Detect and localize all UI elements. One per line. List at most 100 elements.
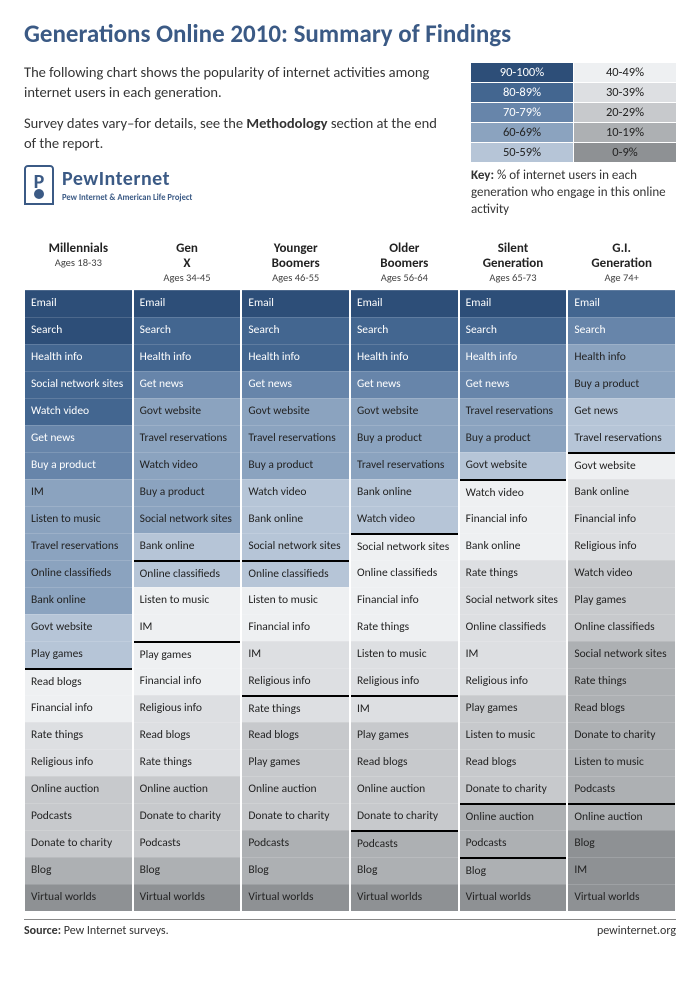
heatmap-cell: Travel reservations [460,398,567,425]
heatmap-cell: Email [25,290,132,317]
heatmap-cell: Buy a product [568,371,675,398]
heatmap-cell: Travel reservations [134,425,241,452]
heatmap-cell: Travel reservations [25,533,132,560]
heatmap-cell: Social network sites [134,506,241,533]
heatmap-cell: Listen to music [351,641,458,668]
heatmap-cell: Social network sites [460,587,567,614]
legend-cell: 70-79% [471,103,573,122]
column-header: OlderBoomersAges 56-64 [350,237,459,290]
column-header: MillennialsAges 18-33 [24,237,133,290]
heatmap-cell: Health info [351,344,458,371]
heatmap-cell: Watch video [568,560,675,587]
heatmap-cell: Financial info [351,587,458,614]
legend-cell: 0-9% [574,143,676,162]
heatmap-cell: Online classifieds [25,560,132,587]
legend-cell: 90-100% [471,63,573,82]
heatmap-cell: Blog [25,857,132,884]
heatmap-cell: Travel reservations [568,425,675,452]
heatmap-cell: Buy a product [134,479,241,506]
heatmap-cell: Bank online [351,479,458,506]
heatmap-cell: Social network sites [568,641,675,668]
heatmap-cell: Religious info [242,668,349,695]
heatmap-cell: Read blogs [568,695,675,722]
heatmap-body: EmailSearchHealth infoSocial network sit… [24,290,676,911]
heatmap-cell: Govt website [460,452,567,479]
heatmap-cell: Email [568,290,675,317]
heatmap-cell: Financial info [460,506,567,533]
heatmap-cell: Listen to music [242,587,349,614]
heatmap-cell: Email [460,290,567,317]
heatmap-cell: Social network sites [351,533,458,560]
heatmap-cell: Watch video [134,452,241,479]
heatmap-cell: Social network sites [242,533,349,560]
heatmap-cell: Online auction [25,776,132,803]
heatmap-cell: Online classifieds [134,560,241,587]
heatmap-cell: Buy a product [242,452,349,479]
heatmap-cell: Blog [242,857,349,884]
heatmap-cell: Social network sites [25,371,132,398]
logo-main-text: PewInternet [62,166,192,193]
legend-cell: 60-69% [471,123,573,142]
heatmap-cell: Virtual worlds [134,884,241,911]
heatmap-cell: Read blogs [351,749,458,776]
heatmap-cell: Search [460,317,567,344]
column-header: G.I.GenerationAge 74+ [567,237,676,290]
heatmap-column: EmailSearchHealth infoGet newsGovt websi… [133,290,242,911]
logo-sub-text: Pew Internet & American Life Project [62,193,192,204]
heatmap-cell: Financial info [242,614,349,641]
heatmap-cell: Govt website [25,614,132,641]
heatmap-cell: Rate things [351,614,458,641]
heatmap-cell: Watch video [351,506,458,533]
heatmap-cell: Podcasts [134,830,241,857]
heatmap-cell: IM [242,641,349,668]
heatmap-cell: Buy a product [25,452,132,479]
heatmap-cell: Watch video [25,398,132,425]
heatmap-cell: Bank online [242,506,349,533]
heatmap-cell: IM [568,857,675,884]
heatmap-cell: Bank online [460,533,567,560]
heatmap-column: EmailSearchHealth infoGet newsTravel res… [459,290,568,911]
heatmap-cell: Blog [460,857,567,884]
heatmap-column: EmailSearchHealth infoGet newsGovt websi… [241,290,350,911]
heatmap-cell: Listen to music [568,749,675,776]
heatmap-cell: Podcasts [242,830,349,857]
column-header: SilentGenerationAges 65-73 [459,237,568,290]
intro-paragraph-1: The following chart shows the popularity… [24,63,451,102]
heatmap-cell: Read blogs [460,749,567,776]
heatmap-cell: Email [134,290,241,317]
heatmap-cell: IM [460,641,567,668]
heatmap-cell: Donate to charity [242,803,349,830]
heatmap-cell: Bank online [25,587,132,614]
heatmap-cell: Rate things [568,668,675,695]
heatmap-cell: Podcasts [568,776,675,803]
heatmap-cell: Podcasts [460,830,567,857]
heatmap-cell: Online classifieds [351,560,458,587]
column-header: GenXAges 34-45 [133,237,242,290]
heatmap-cell: Religious info [134,695,241,722]
heatmap-cell: Govt website [242,398,349,425]
pew-logo-icon: P [24,165,54,205]
heatmap-cell: Podcasts [351,830,458,857]
heatmap-cell: Virtual worlds [351,884,458,911]
heatmap-cell: Get news [351,371,458,398]
heatmap-cell: Religious info [568,533,675,560]
heatmap-cell: Govt website [134,398,241,425]
heatmap-cell: Blog [568,830,675,857]
legend-cell: 40-49% [574,63,676,82]
legend-cell: 50-59% [471,143,573,162]
heatmap-cell: Rate things [460,560,567,587]
heatmap-cell: Play games [351,722,458,749]
heatmap-cell: Listen to music [25,506,132,533]
heatmap-cell: IM [351,695,458,722]
heatmap-cell: Donate to charity [25,830,132,857]
heatmap-cell: Search [242,317,349,344]
heatmap-cell: Health info [25,344,132,371]
heatmap-cell: Health info [134,344,241,371]
heatmap-cell: IM [134,614,241,641]
heatmap-cell: Play games [568,587,675,614]
heatmap-cell: Play games [460,695,567,722]
heatmap-cell: Email [351,290,458,317]
heatmap-cell: Religious info [25,749,132,776]
legend-cell: 20-29% [574,103,676,122]
heatmap-cell: Get news [242,371,349,398]
